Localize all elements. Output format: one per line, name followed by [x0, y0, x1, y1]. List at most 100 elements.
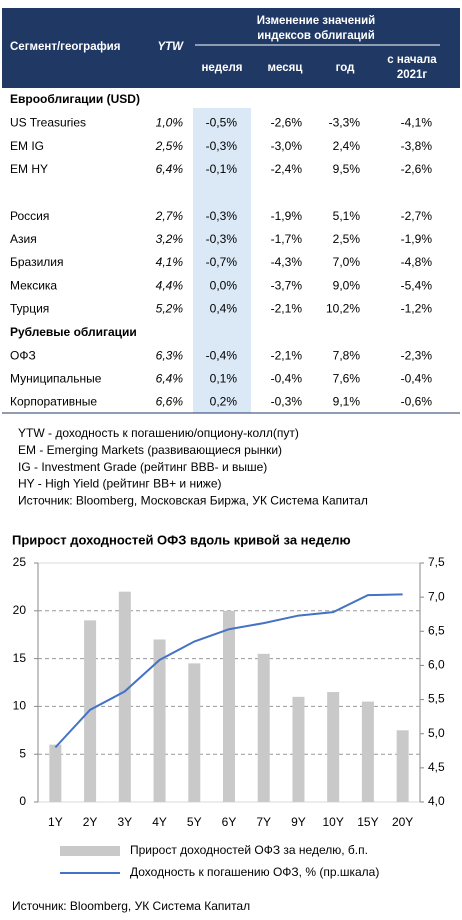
x-tick-label: 2Y [83, 815, 98, 829]
note: IG - Investment Grade (рейтинг BBB- и вы… [18, 460, 267, 474]
table-cell: 1,0% [156, 116, 184, 130]
y2-tick-label: 7,5 [428, 555, 445, 569]
x-tick-label: 20Y [392, 815, 413, 829]
y2-tick-label: 5,5 [428, 692, 445, 706]
bar [153, 639, 166, 802]
y-tick-label: 0 [19, 794, 26, 808]
y-tick-label: 10 [13, 699, 27, 713]
x-tick-label: 6Y [222, 815, 237, 829]
table-cell: -4,1% [401, 116, 433, 130]
table-cell: 2,7% [155, 209, 184, 223]
table-cell: -2,6% [401, 162, 433, 176]
row-label: ОФЗ [10, 348, 36, 362]
table-cell: 4,4% [156, 278, 184, 292]
group-header: индексов облигаций [257, 30, 375, 42]
row-label: EM HY [10, 162, 48, 176]
bar [396, 730, 409, 802]
section-title: Еврооблигации (USD) [10, 92, 140, 106]
note: EM - Emerging Markets (развивающиеся рын… [18, 443, 282, 457]
table-cell: 9,0% [333, 278, 361, 292]
table-cell: -0,4% [401, 371, 433, 385]
week-highlight [193, 108, 251, 413]
y-tick-label: 20 [13, 603, 27, 617]
table-cell: -0,4% [206, 348, 238, 362]
bar [118, 591, 131, 802]
table-cell: 4,1% [156, 255, 184, 269]
table-cell: -0,4% [271, 371, 303, 385]
legend-swatch [60, 846, 120, 856]
bar [49, 744, 62, 802]
table-cell: -0,1% [206, 162, 238, 176]
group-header: Изменение значений [257, 15, 375, 27]
table-cell: 6,4% [156, 162, 184, 176]
bar [223, 610, 235, 802]
column-header: с начала [387, 54, 437, 66]
table-cell: 0,0% [210, 278, 238, 292]
y2-tick-label: 4,0 [428, 794, 445, 808]
y2-tick-label: 4,5 [428, 760, 445, 774]
table-cell: -1,9% [401, 232, 433, 246]
table-cell: 7,6% [333, 371, 361, 385]
table-cell: 0,4% [210, 302, 238, 316]
table-cell: -3,0% [271, 139, 303, 153]
bar [188, 663, 201, 802]
table-cell: -0,6% [401, 395, 433, 409]
table-cell: 5,2% [156, 302, 184, 316]
y2-tick-label: 5,0 [428, 726, 445, 740]
x-tick-label: 7Y [256, 815, 271, 829]
table-cell: -0,3% [206, 232, 238, 246]
table-cell: -2,3% [401, 348, 433, 362]
source: Источник: Bloomberg, УК Система Капитал [12, 899, 250, 913]
table-cell: 7,0% [333, 255, 361, 269]
legend-label: Доходность к погашению ОФЗ, % (пр.шкала) [130, 865, 379, 879]
bar [257, 653, 270, 802]
table-cell: -0,3% [271, 395, 303, 409]
row-label: Муниципальные [10, 371, 102, 385]
bar [327, 692, 340, 802]
table-cell: -1,7% [271, 232, 303, 246]
column-header: 2021г [397, 69, 428, 81]
y-tick-label: 15 [13, 651, 27, 665]
chart-title: Прирост доходностей ОФЗ вдоль кривой за … [12, 532, 351, 547]
row-label: US Treasuries [10, 116, 86, 130]
table-cell: -0,3% [206, 139, 238, 153]
table-cell: 6,6% [156, 395, 184, 409]
table-cell: 7,8% [333, 348, 361, 362]
note: HY - High Yield (рейтинг BB+ и ниже) [18, 477, 221, 491]
y-tick-label: 25 [13, 555, 27, 569]
table-cell: -0,5% [206, 116, 238, 130]
table-cell: -0,3% [206, 209, 238, 223]
x-tick-label: 1Y [48, 815, 63, 829]
table-cell: 0,2% [210, 395, 238, 409]
row-label: Россия [10, 209, 49, 223]
x-tick-label: 15Y [357, 815, 378, 829]
table-cell: 2,5% [333, 232, 361, 246]
x-tick-label: 4Y [152, 815, 167, 829]
table-cell: -2,7% [401, 209, 433, 223]
table-cell: -0,7% [206, 255, 238, 269]
x-tick-label: 5Y [187, 815, 202, 829]
row-label: Азия [10, 232, 37, 246]
row-label: Корпоративные [10, 395, 97, 409]
y-tick-label: 5 [19, 746, 26, 760]
column-header: год [336, 62, 356, 74]
table-cell: -2,1% [271, 348, 303, 362]
table-cell: 9,1% [333, 395, 361, 409]
table-cell: -3,8% [401, 139, 433, 153]
row-label: EM IG [10, 139, 44, 153]
bar [292, 696, 305, 802]
x-tick-label: 9Y [291, 815, 306, 829]
table-cell: -4,3% [271, 255, 303, 269]
bar [361, 701, 374, 802]
column-header: неделя [201, 62, 242, 74]
table-cell: 10,2% [326, 302, 360, 316]
ytw-header: YTW [157, 41, 184, 53]
section-title: Рублевые облигации [10, 325, 137, 339]
y2-tick-label: 7,0 [428, 589, 445, 603]
row-label: Мексика [10, 278, 57, 292]
segment-header: Сегмент/география [10, 41, 120, 53]
y2-tick-label: 6,5 [428, 623, 445, 637]
table-cell: -3,7% [271, 278, 303, 292]
legend-label: Прирост доходностей ОФЗ за неделю, б.п. [130, 843, 368, 857]
